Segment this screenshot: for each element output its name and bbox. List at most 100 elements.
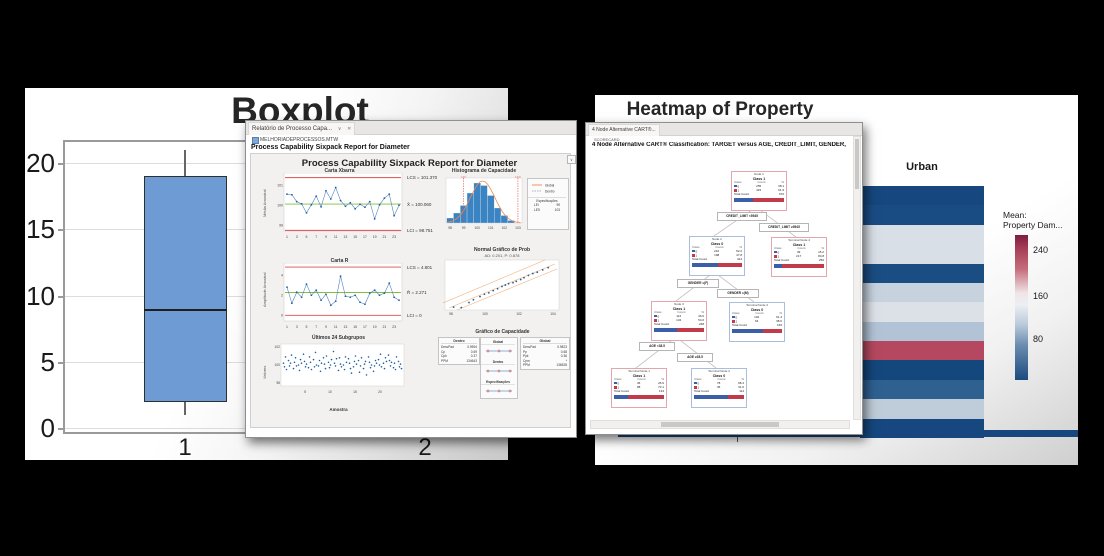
node-title: Terminal Node 4 bbox=[788, 238, 810, 242]
node-count-cell: 102 bbox=[754, 314, 760, 319]
bar-class1 bbox=[677, 328, 704, 332]
node-class-cell: 1 bbox=[614, 386, 619, 390]
bar-class0 bbox=[654, 328, 677, 332]
y-tick-label: 0 bbox=[40, 413, 55, 443]
heatmap-cell bbox=[860, 418, 984, 438]
node-class-cell: 1 bbox=[692, 254, 697, 258]
total-value: 114 bbox=[739, 389, 744, 394]
class-color-swatch bbox=[692, 254, 695, 257]
class-color-swatch bbox=[732, 320, 735, 323]
vertical-scrollbar-thumb[interactable] bbox=[855, 139, 859, 189]
legend-tick-label: 80 bbox=[1033, 334, 1044, 344]
node-count-cell: 98 bbox=[636, 385, 641, 390]
node-table-row: 0 255 38.1 bbox=[734, 183, 784, 189]
node-table-header-cell: Class bbox=[732, 311, 740, 315]
node-count-cell: 216 bbox=[714, 248, 720, 253]
tree-node[interactable]: Terminal Node 1 Class 1 Class Count% 0 36 26.9… bbox=[611, 368, 667, 408]
node-class-cell: 0 bbox=[614, 381, 619, 386]
bar-class1 bbox=[781, 264, 824, 268]
node-title: Terminal Node 1 bbox=[628, 369, 650, 373]
node-class-cell: 1 bbox=[734, 189, 739, 193]
node-table-row: 0 102 61.4 bbox=[732, 314, 782, 320]
close-icon[interactable]: ✕ bbox=[347, 126, 352, 132]
node-title: Node 2 bbox=[712, 237, 722, 241]
tree-node[interactable]: Node 2 Class 0 Class Count% 0 216 52.2 1 198 47.8… bbox=[689, 236, 745, 276]
tree-node[interactable]: Terminal Node 4 Class 1 Class Count% 0 39 15.2… bbox=[771, 237, 827, 277]
node-table-row: 1 98 73.1 bbox=[614, 385, 664, 390]
horizontal-scrollbar-thumb[interactable] bbox=[661, 422, 779, 427]
node-pct-cell: 38.1 bbox=[778, 183, 784, 188]
node-table-header-cell: % bbox=[739, 245, 742, 249]
node-class-cell: 0 bbox=[692, 249, 697, 254]
cart-window-tab[interactable]: 4 Node Alternative CART®... bbox=[588, 124, 660, 136]
legend-tick-label: 160 bbox=[1033, 291, 1049, 301]
node-table-header-cell: % bbox=[661, 377, 664, 381]
node-class-label: Class 1 bbox=[752, 176, 766, 181]
tree-node[interactable]: Terminal Node 2 Class 0 Class Count% 0 78 68.4… bbox=[691, 368, 747, 408]
minitab-window-tab[interactable]: Relatório de Processo Capa... ∨ ✕ bbox=[248, 122, 356, 135]
node-table-row: 1 198 47.8 bbox=[692, 253, 742, 258]
node-table-header-cell: Count bbox=[797, 246, 806, 250]
node-pct-cell: 61.9 bbox=[778, 188, 784, 193]
heatmap-column bbox=[860, 186, 984, 438]
node-class-label: Class 1 bbox=[672, 306, 686, 311]
node-title: Terminal Node 2 bbox=[708, 369, 730, 373]
node-count-cell: 415 bbox=[756, 188, 762, 193]
tree-node[interactable]: Terminal Node 3 Class 0 Class Count% 0 102 61.… bbox=[729, 302, 785, 342]
horizontal-scrollbar[interactable] bbox=[590, 420, 850, 429]
total-label: Total Count bbox=[774, 258, 790, 263]
minitab-titlebar: Relatório de Processo Capa... ∨ ✕ bbox=[246, 121, 576, 135]
node-class-bar bbox=[734, 198, 784, 202]
tree-node[interactable]: Node 1 Class 1 Class Count% 0 255 38.1 1 415 61.9… bbox=[731, 171, 787, 211]
class-color-swatch bbox=[774, 255, 777, 258]
panel-title: Process Capability Sixpack Report for Di… bbox=[301, 158, 518, 169]
node-class-cell: 1 bbox=[732, 320, 737, 324]
node-table-header-cell: Count bbox=[637, 377, 646, 381]
node-table-row: 0 216 52.2 bbox=[692, 248, 742, 254]
panel-collapse-button[interactable]: ∨ bbox=[567, 155, 576, 164]
split-rule-label: GENDER =(M) bbox=[717, 289, 759, 298]
y-tick-label: 20 bbox=[26, 148, 55, 178]
class-color-swatch bbox=[614, 386, 617, 389]
node-total-row: Total Count 114 bbox=[694, 390, 744, 394]
node-total-row: Total Count 670 bbox=[734, 193, 784, 197]
node-title: Terminal Node 3 bbox=[746, 303, 768, 307]
node-total-row: Total Count 248 bbox=[654, 323, 704, 327]
class-color-swatch bbox=[692, 249, 695, 253]
y-tick-label: 10 bbox=[26, 280, 55, 311]
y-tick-label: 5 bbox=[40, 346, 55, 377]
heatmap-cell bbox=[860, 321, 984, 342]
node-table-header: Class Count% bbox=[692, 245, 742, 250]
node-count-cell: 64 bbox=[754, 319, 759, 324]
node-class-label: Class 0 bbox=[710, 241, 724, 246]
vertical-scrollbar[interactable] bbox=[853, 136, 861, 420]
class-color-swatch bbox=[734, 184, 737, 188]
node-table-header: Class Count% bbox=[774, 246, 824, 251]
node-class-bar bbox=[654, 328, 704, 332]
node-total-row: Total Count 166 bbox=[732, 324, 782, 328]
bar-class0 bbox=[694, 395, 728, 399]
bar-class1 bbox=[728, 395, 744, 399]
tree-node[interactable]: Node 3 Class 1 Class Count% 0 114 46.0 1 134 54.0… bbox=[651, 301, 707, 341]
node-table-row: 1 415 61.9 bbox=[734, 188, 784, 193]
cart-tab-label: 4 Node Alternative CART®... bbox=[592, 127, 656, 133]
heatmap-cell bbox=[860, 360, 984, 380]
total-label: Total Count bbox=[734, 192, 750, 197]
node-table-header: Class Count% bbox=[614, 377, 664, 382]
heatmap-cell bbox=[860, 205, 984, 225]
node-table-header-cell: Class bbox=[692, 245, 700, 249]
chevron-down-icon[interactable]: ∨ bbox=[337, 126, 342, 132]
node-class-cell: 0 bbox=[774, 250, 779, 255]
heatmap-legend-ticks: 240 160 80 bbox=[1033, 235, 1073, 380]
class-color-swatch bbox=[614, 381, 617, 385]
node-table-header-cell: Count bbox=[717, 377, 726, 381]
minitab-report-heading: Process Capability Sixpack Report for Di… bbox=[251, 144, 410, 151]
heatmap-legend-title-line1: Mean: bbox=[1003, 210, 1027, 220]
node-class-label: Class 0 bbox=[712, 373, 726, 378]
node-class-cell: 0 bbox=[732, 315, 737, 320]
node-pct-cell: 47.8 bbox=[736, 253, 742, 258]
node-table-header: Class Count% bbox=[654, 310, 704, 315]
node-count-cell: 134 bbox=[676, 318, 682, 323]
node-pct-cell: 84.8 bbox=[818, 254, 824, 259]
node-table-header-cell: % bbox=[741, 377, 744, 381]
